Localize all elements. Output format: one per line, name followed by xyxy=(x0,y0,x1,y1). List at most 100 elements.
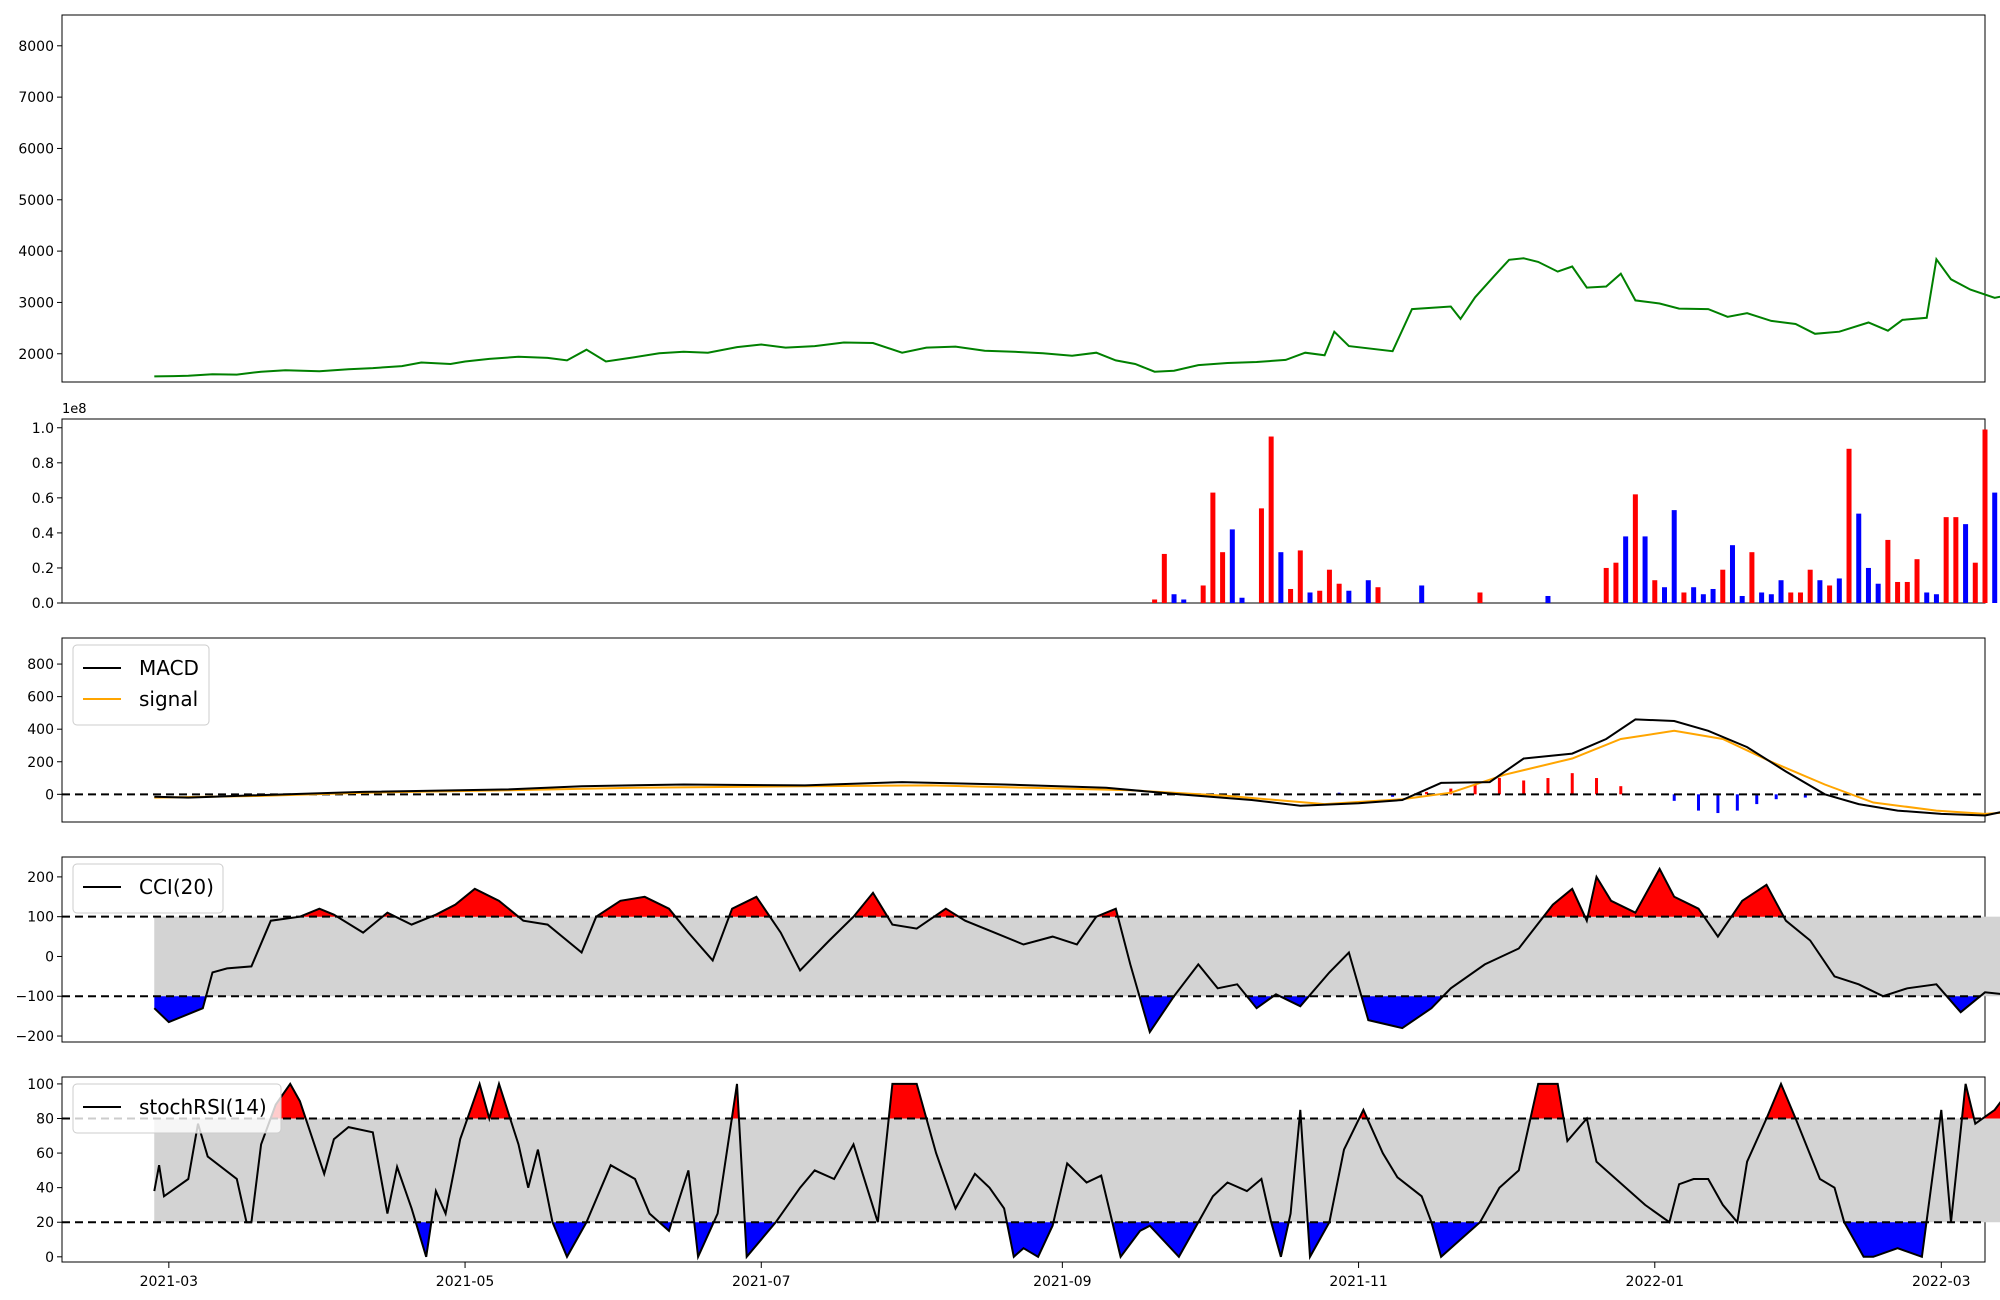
volume-bar xyxy=(1346,590,1352,603)
stochrsi-line xyxy=(153,1080,2000,1261)
volume-bar xyxy=(1700,594,1706,603)
legend-box xyxy=(72,1083,282,1134)
y-tick-label: 100 xyxy=(27,910,54,926)
overbought-fill xyxy=(1530,1083,1564,1119)
y-tick-label: 0.8 xyxy=(32,456,54,472)
volume-bar xyxy=(1317,590,1323,603)
macd-hist-bar xyxy=(1735,794,1739,811)
volume-bar xyxy=(1652,580,1658,603)
oversold-fill xyxy=(1112,1222,1199,1257)
x-tick-label: 2021-03 xyxy=(140,1274,199,1290)
y-tick-label: 0.0 xyxy=(32,596,54,612)
volume-bar xyxy=(1307,592,1313,603)
volume-bar xyxy=(1914,559,1920,603)
volume-bar xyxy=(1982,429,1988,603)
volume-bar xyxy=(1885,539,1891,603)
volume-bar xyxy=(1943,517,1949,603)
overbought-fill xyxy=(431,888,519,917)
overbought-fill xyxy=(888,1083,927,1119)
oversold-fill xyxy=(1844,1222,1927,1257)
y-tick-label: 5000 xyxy=(18,193,54,209)
legend: MACD signal xyxy=(72,644,210,726)
macd-hist-bar xyxy=(1803,794,1807,798)
y-tick-label: 200 xyxy=(27,870,54,886)
volume-bar xyxy=(1336,583,1342,603)
volume-bar xyxy=(1171,594,1177,603)
cci-panel: −200 −100 0 100 200 CCI(20) xyxy=(16,856,2000,1045)
macd-hist-bar xyxy=(1595,778,1599,795)
volume-bar xyxy=(1729,545,1735,603)
oversold-fill xyxy=(1361,996,1444,1029)
y-tick-label: −100 xyxy=(16,989,54,1005)
y-tick-label: 0 xyxy=(45,949,54,965)
x-tick-label: 2022-03 xyxy=(1912,1274,1971,1290)
macd-hist-bar xyxy=(1449,788,1453,795)
volume-bar xyxy=(1419,585,1425,603)
y-tick-label: 400 xyxy=(27,722,54,738)
volume-bar xyxy=(1375,587,1381,603)
volume-bar xyxy=(1603,567,1609,603)
macd-hist-bar xyxy=(1570,773,1574,795)
volume-bar xyxy=(1161,553,1167,603)
y-tick-label: 7000 xyxy=(18,90,54,106)
overbought-fill xyxy=(934,908,959,917)
y-tick-label: 2000 xyxy=(18,347,54,363)
volume-bar xyxy=(1181,599,1187,603)
x-tick-label: 2021-07 xyxy=(732,1274,791,1290)
volume-bar xyxy=(1288,588,1294,603)
volume-bar xyxy=(1220,552,1226,603)
overbought-fill xyxy=(1766,1083,1796,1119)
macd-hist-bar xyxy=(1425,791,1429,795)
volume-bar xyxy=(1152,599,1158,603)
volume-bar xyxy=(1963,524,1969,603)
legend: stochRSI(14) xyxy=(72,1083,282,1134)
volume-bar xyxy=(1691,587,1697,603)
x-tick-label: 2021-05 xyxy=(436,1274,495,1290)
volume-bar xyxy=(1953,517,1959,603)
x-axis: 2021-03 2021-05 2021-07 2021-09 2021-11 2022-… xyxy=(140,1262,1971,1290)
volume-bar xyxy=(1827,585,1833,603)
y-tick-label: 0.6 xyxy=(32,491,54,507)
volume-bar xyxy=(1895,581,1901,603)
cci-line xyxy=(153,866,2000,1035)
volume-bar xyxy=(1278,552,1284,603)
volume-bar xyxy=(1778,580,1784,603)
volume-bar xyxy=(1749,552,1755,603)
legend-label: CCI(20) xyxy=(139,875,214,899)
stochrsi-panel: 0 20 40 60 80 100 stochRSI(14) xyxy=(27,1076,2000,1266)
volume-bar xyxy=(1210,492,1216,603)
price-line xyxy=(154,256,2000,378)
y-tick-label: −200 xyxy=(16,1029,54,1045)
overbought-fill xyxy=(1587,868,1704,917)
volume-bar xyxy=(1365,580,1371,603)
macd-line xyxy=(154,718,2000,817)
volume-bar xyxy=(1642,536,1648,603)
volume-bar xyxy=(1865,567,1871,603)
oversold-fill xyxy=(1431,1222,1480,1257)
volume-bar xyxy=(1797,592,1803,603)
legend-box xyxy=(72,863,224,914)
volume-bar xyxy=(1258,508,1264,603)
y-tick-label: 20 xyxy=(36,1215,54,1231)
volume-bar xyxy=(1933,594,1939,603)
legend-box xyxy=(72,644,210,726)
volume-bar xyxy=(1817,580,1823,603)
y-tick-label: 0 xyxy=(45,787,54,803)
macd-hist-bar xyxy=(1774,794,1778,800)
macd-hist-bar xyxy=(1716,794,1720,814)
volume-bar xyxy=(1739,595,1745,603)
oversold-fill xyxy=(1271,1222,1289,1257)
macd-hist-bar xyxy=(1391,794,1395,797)
oversold-fill xyxy=(154,996,207,1023)
legend: CCI(20) xyxy=(72,863,224,914)
volume-bar xyxy=(1545,595,1551,603)
macd-hist-bar xyxy=(1497,778,1501,795)
macd-hist-bar xyxy=(1672,794,1676,801)
volume-bar xyxy=(1200,585,1206,603)
y-tick-label: 80 xyxy=(36,1111,54,1127)
legend-label: MACD xyxy=(139,656,199,680)
y-tick-label: 0.4 xyxy=(32,526,54,542)
macd-hist-bar xyxy=(1546,778,1550,795)
price-panel: 2000 3000 4000 5000 6000 7000 8000 xyxy=(18,14,2000,383)
